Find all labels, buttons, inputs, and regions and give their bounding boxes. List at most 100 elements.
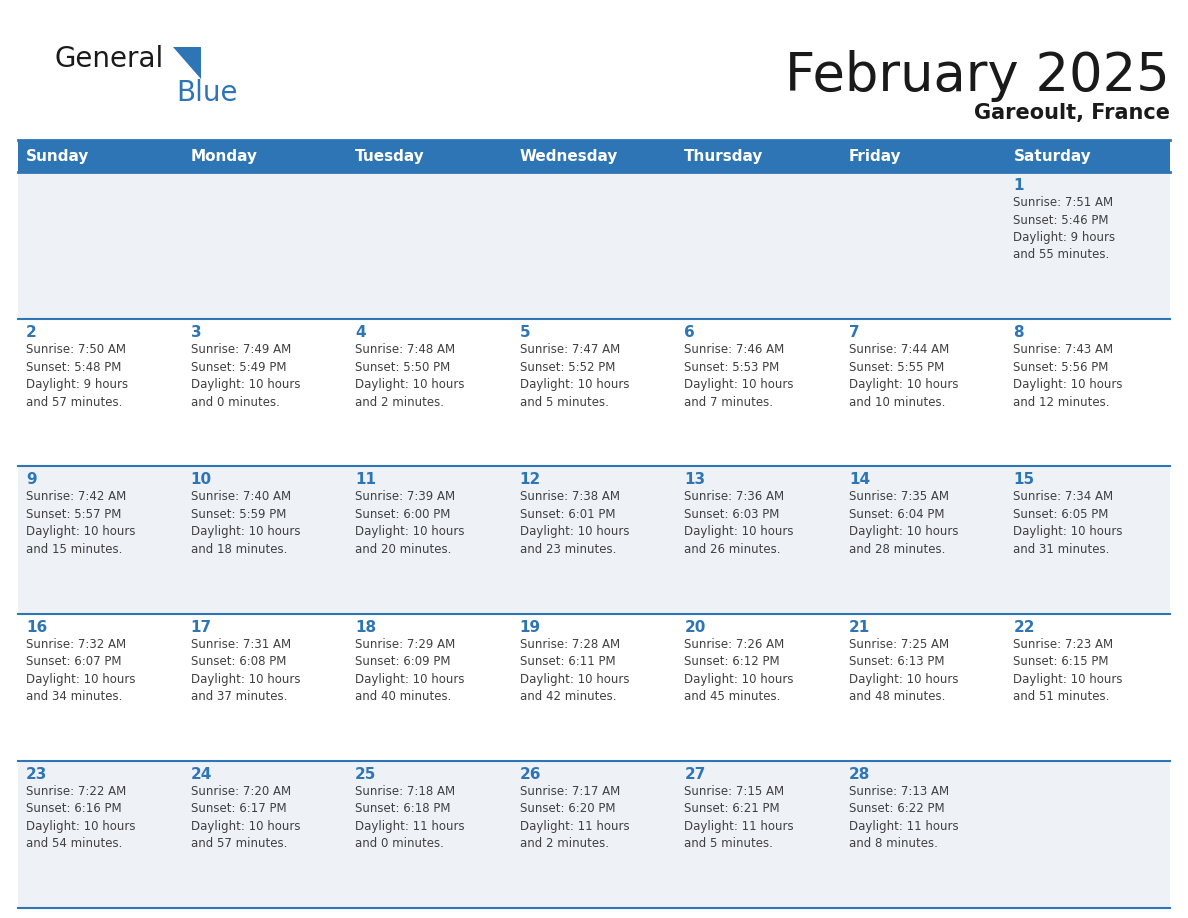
Bar xyxy=(1005,140,1170,172)
Bar xyxy=(183,613,347,761)
Bar xyxy=(347,319,512,466)
Text: 11: 11 xyxy=(355,473,377,487)
Bar xyxy=(841,613,1005,761)
Bar xyxy=(1005,761,1170,908)
Text: Sunrise: 7:15 AM
Sunset: 6:21 PM
Daylight: 11 hours
and 5 minutes.: Sunrise: 7:15 AM Sunset: 6:21 PM Dayligh… xyxy=(684,785,794,850)
Text: Sunrise: 7:34 AM
Sunset: 6:05 PM
Daylight: 10 hours
and 31 minutes.: Sunrise: 7:34 AM Sunset: 6:05 PM Dayligh… xyxy=(1013,490,1123,556)
Text: 5: 5 xyxy=(519,325,530,341)
Text: General: General xyxy=(55,45,164,73)
Bar xyxy=(512,172,676,319)
Bar xyxy=(18,613,183,761)
Bar xyxy=(1005,319,1170,466)
Text: Blue: Blue xyxy=(176,79,238,107)
Bar xyxy=(512,319,676,466)
Text: Sunrise: 7:47 AM
Sunset: 5:52 PM
Daylight: 10 hours
and 5 minutes.: Sunrise: 7:47 AM Sunset: 5:52 PM Dayligh… xyxy=(519,343,630,409)
Text: Sunrise: 7:26 AM
Sunset: 6:12 PM
Daylight: 10 hours
and 45 minutes.: Sunrise: 7:26 AM Sunset: 6:12 PM Dayligh… xyxy=(684,638,794,703)
Text: Sunrise: 7:40 AM
Sunset: 5:59 PM
Daylight: 10 hours
and 18 minutes.: Sunrise: 7:40 AM Sunset: 5:59 PM Dayligh… xyxy=(190,490,301,556)
Bar xyxy=(512,613,676,761)
Text: 26: 26 xyxy=(519,767,542,782)
Text: 23: 23 xyxy=(26,767,48,782)
Text: Monday: Monday xyxy=(190,149,258,163)
Text: Sunday: Sunday xyxy=(26,149,89,163)
Text: 1: 1 xyxy=(1013,178,1024,193)
Bar xyxy=(347,613,512,761)
Bar xyxy=(183,172,347,319)
Bar xyxy=(676,466,841,613)
Text: Sunrise: 7:23 AM
Sunset: 6:15 PM
Daylight: 10 hours
and 51 minutes.: Sunrise: 7:23 AM Sunset: 6:15 PM Dayligh… xyxy=(1013,638,1123,703)
Bar xyxy=(676,172,841,319)
Bar xyxy=(18,140,183,172)
Text: 6: 6 xyxy=(684,325,695,341)
Text: Friday: Friday xyxy=(849,149,902,163)
Text: Sunrise: 7:28 AM
Sunset: 6:11 PM
Daylight: 10 hours
and 42 minutes.: Sunrise: 7:28 AM Sunset: 6:11 PM Dayligh… xyxy=(519,638,630,703)
Text: Sunrise: 7:36 AM
Sunset: 6:03 PM
Daylight: 10 hours
and 26 minutes.: Sunrise: 7:36 AM Sunset: 6:03 PM Dayligh… xyxy=(684,490,794,556)
Text: Tuesday: Tuesday xyxy=(355,149,425,163)
Text: 16: 16 xyxy=(26,620,48,634)
Text: 20: 20 xyxy=(684,620,706,634)
Bar xyxy=(512,466,676,613)
Text: Sunrise: 7:31 AM
Sunset: 6:08 PM
Daylight: 10 hours
and 37 minutes.: Sunrise: 7:31 AM Sunset: 6:08 PM Dayligh… xyxy=(190,638,301,703)
Text: 13: 13 xyxy=(684,473,706,487)
Text: Sunrise: 7:49 AM
Sunset: 5:49 PM
Daylight: 10 hours
and 0 minutes.: Sunrise: 7:49 AM Sunset: 5:49 PM Dayligh… xyxy=(190,343,301,409)
Text: 24: 24 xyxy=(190,767,211,782)
Text: 7: 7 xyxy=(849,325,859,341)
Bar xyxy=(841,172,1005,319)
Text: 18: 18 xyxy=(355,620,377,634)
Bar xyxy=(676,761,841,908)
Text: 4: 4 xyxy=(355,325,366,341)
Text: Sunrise: 7:25 AM
Sunset: 6:13 PM
Daylight: 10 hours
and 48 minutes.: Sunrise: 7:25 AM Sunset: 6:13 PM Dayligh… xyxy=(849,638,959,703)
Bar xyxy=(1005,613,1170,761)
Bar xyxy=(18,319,183,466)
Bar xyxy=(347,172,512,319)
Text: Sunrise: 7:50 AM
Sunset: 5:48 PM
Daylight: 9 hours
and 57 minutes.: Sunrise: 7:50 AM Sunset: 5:48 PM Dayligh… xyxy=(26,343,128,409)
Text: 9: 9 xyxy=(26,473,37,487)
Text: Saturday: Saturday xyxy=(1013,149,1092,163)
Polygon shape xyxy=(173,47,201,79)
Bar xyxy=(183,761,347,908)
Text: Sunrise: 7:13 AM
Sunset: 6:22 PM
Daylight: 11 hours
and 8 minutes.: Sunrise: 7:13 AM Sunset: 6:22 PM Dayligh… xyxy=(849,785,959,850)
Text: Sunrise: 7:18 AM
Sunset: 6:18 PM
Daylight: 11 hours
and 0 minutes.: Sunrise: 7:18 AM Sunset: 6:18 PM Dayligh… xyxy=(355,785,465,850)
Text: Sunrise: 7:48 AM
Sunset: 5:50 PM
Daylight: 10 hours
and 2 minutes.: Sunrise: 7:48 AM Sunset: 5:50 PM Dayligh… xyxy=(355,343,465,409)
Bar xyxy=(676,319,841,466)
Text: Sunrise: 7:43 AM
Sunset: 5:56 PM
Daylight: 10 hours
and 12 minutes.: Sunrise: 7:43 AM Sunset: 5:56 PM Dayligh… xyxy=(1013,343,1123,409)
Text: 12: 12 xyxy=(519,473,541,487)
Text: 10: 10 xyxy=(190,473,211,487)
Text: 14: 14 xyxy=(849,473,870,487)
Text: Wednesday: Wednesday xyxy=(519,149,618,163)
Bar xyxy=(18,172,183,319)
Bar xyxy=(676,140,841,172)
Text: 17: 17 xyxy=(190,620,211,634)
Text: 19: 19 xyxy=(519,620,541,634)
Bar xyxy=(512,761,676,908)
Bar xyxy=(183,319,347,466)
Text: Sunrise: 7:17 AM
Sunset: 6:20 PM
Daylight: 11 hours
and 2 minutes.: Sunrise: 7:17 AM Sunset: 6:20 PM Dayligh… xyxy=(519,785,630,850)
Bar xyxy=(18,761,183,908)
Text: Sunrise: 7:51 AM
Sunset: 5:46 PM
Daylight: 9 hours
and 55 minutes.: Sunrise: 7:51 AM Sunset: 5:46 PM Dayligh… xyxy=(1013,196,1116,262)
Bar xyxy=(18,466,183,613)
Text: Sunrise: 7:32 AM
Sunset: 6:07 PM
Daylight: 10 hours
and 34 minutes.: Sunrise: 7:32 AM Sunset: 6:07 PM Dayligh… xyxy=(26,638,135,703)
Bar xyxy=(841,761,1005,908)
Bar xyxy=(512,140,676,172)
Bar xyxy=(183,140,347,172)
Text: Sunrise: 7:20 AM
Sunset: 6:17 PM
Daylight: 10 hours
and 57 minutes.: Sunrise: 7:20 AM Sunset: 6:17 PM Dayligh… xyxy=(190,785,301,850)
Text: Sunrise: 7:46 AM
Sunset: 5:53 PM
Daylight: 10 hours
and 7 minutes.: Sunrise: 7:46 AM Sunset: 5:53 PM Dayligh… xyxy=(684,343,794,409)
Text: 21: 21 xyxy=(849,620,870,634)
Bar xyxy=(676,613,841,761)
Text: 8: 8 xyxy=(1013,325,1024,341)
Text: 2: 2 xyxy=(26,325,37,341)
Bar xyxy=(347,466,512,613)
Bar xyxy=(1005,466,1170,613)
Text: February 2025: February 2025 xyxy=(785,50,1170,102)
Text: Sunrise: 7:42 AM
Sunset: 5:57 PM
Daylight: 10 hours
and 15 minutes.: Sunrise: 7:42 AM Sunset: 5:57 PM Dayligh… xyxy=(26,490,135,556)
Bar xyxy=(347,761,512,908)
Bar xyxy=(841,140,1005,172)
Bar xyxy=(347,140,512,172)
Text: Sunrise: 7:39 AM
Sunset: 6:00 PM
Daylight: 10 hours
and 20 minutes.: Sunrise: 7:39 AM Sunset: 6:00 PM Dayligh… xyxy=(355,490,465,556)
Text: Sunrise: 7:44 AM
Sunset: 5:55 PM
Daylight: 10 hours
and 10 minutes.: Sunrise: 7:44 AM Sunset: 5:55 PM Dayligh… xyxy=(849,343,959,409)
Text: 27: 27 xyxy=(684,767,706,782)
Text: Sunrise: 7:35 AM
Sunset: 6:04 PM
Daylight: 10 hours
and 28 minutes.: Sunrise: 7:35 AM Sunset: 6:04 PM Dayligh… xyxy=(849,490,959,556)
Text: Sunrise: 7:29 AM
Sunset: 6:09 PM
Daylight: 10 hours
and 40 minutes.: Sunrise: 7:29 AM Sunset: 6:09 PM Dayligh… xyxy=(355,638,465,703)
Text: Sunrise: 7:22 AM
Sunset: 6:16 PM
Daylight: 10 hours
and 54 minutes.: Sunrise: 7:22 AM Sunset: 6:16 PM Dayligh… xyxy=(26,785,135,850)
Bar xyxy=(1005,172,1170,319)
Text: 22: 22 xyxy=(1013,620,1035,634)
